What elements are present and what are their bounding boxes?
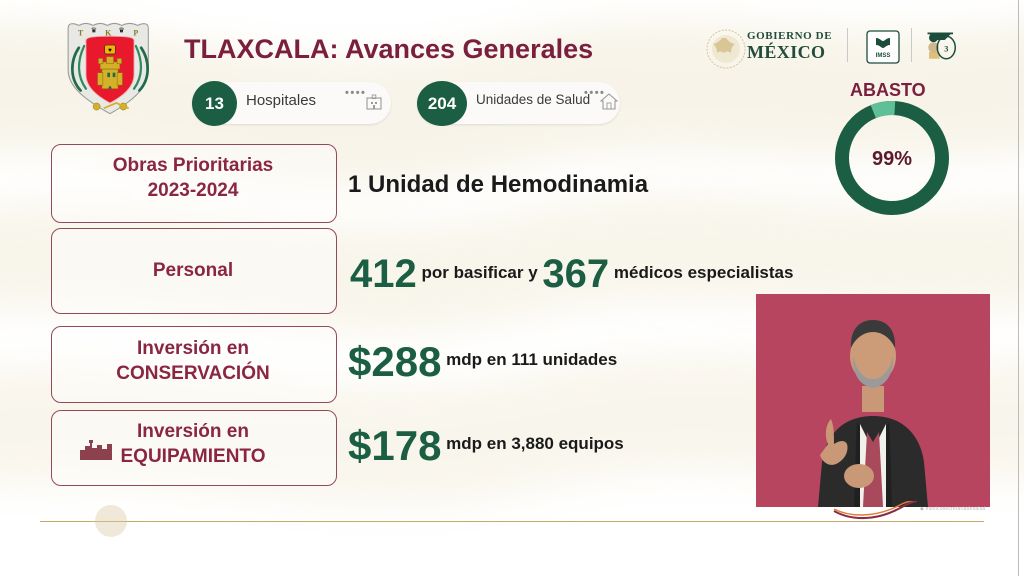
svg-text:♥: ♥ (108, 47, 112, 54)
svg-text:T: T (78, 28, 84, 37)
svg-text:99%: 99% (872, 148, 912, 170)
svg-text:♛: ♛ (91, 27, 97, 35)
svg-text:♛: ♛ (118, 27, 124, 35)
svg-text:P: P (133, 28, 138, 37)
svg-text:IMSS: IMSS (876, 53, 891, 59)
svg-text:3: 3 (944, 44, 948, 53)
